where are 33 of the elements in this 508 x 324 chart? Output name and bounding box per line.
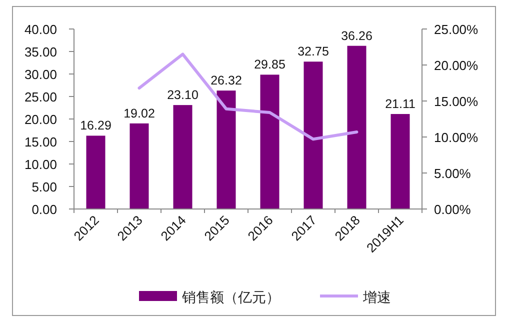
bar: [390, 114, 410, 209]
data-label: 36.26: [341, 28, 372, 43]
data-label: 26.32: [210, 74, 242, 88]
y-tick-label: 15.00: [24, 134, 57, 150]
data-label: 32.75: [298, 44, 329, 59]
y-tick-label: 25.00: [24, 90, 57, 104]
y2-tick-label: 10.00%: [434, 130, 479, 145]
legend-label: 增速: [362, 289, 391, 305]
y2-tick-label: 15.00%: [434, 94, 479, 109]
data-label: 21.11: [385, 97, 416, 112]
bar: [304, 62, 323, 209]
data-label: 16.29: [80, 118, 112, 133]
bar: [173, 105, 192, 209]
y-tick-label: 5.00: [32, 180, 57, 194]
y-tick-label: 40.00: [24, 22, 57, 37]
legend-label: 销售额（亿元）: [181, 289, 280, 305]
y-tick-label: 10.00: [24, 157, 57, 172]
data-label: 19.02: [124, 106, 155, 120]
y-tick-label: 35.00: [24, 44, 57, 60]
bar: [130, 123, 149, 209]
y-tick-label: 30.00: [24, 67, 57, 82]
y-tick-label: 0.00: [32, 202, 57, 217]
y2-tick-label: 25.00%: [434, 22, 479, 37]
y2-tick-label: 0.00%: [434, 202, 472, 217]
bar: [347, 46, 366, 209]
y2-tick-label: 5.00%: [434, 166, 472, 181]
bar: [86, 136, 106, 209]
data-label: 29.85: [254, 58, 286, 72]
y-tick-label: 20.00: [24, 112, 57, 127]
bar: [260, 74, 280, 209]
data-label: 23.10: [167, 88, 198, 102]
bar: [216, 90, 236, 209]
y2-tick-label: 20.00%: [434, 58, 479, 73]
